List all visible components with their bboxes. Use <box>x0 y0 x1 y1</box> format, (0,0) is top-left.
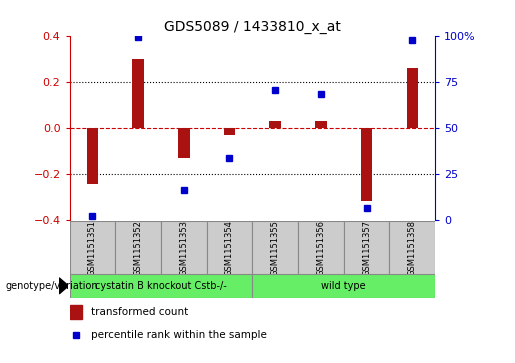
Text: GSM1151356: GSM1151356 <box>316 220 325 276</box>
Text: GSM1151355: GSM1151355 <box>271 220 280 276</box>
Text: GSM1151358: GSM1151358 <box>408 220 417 276</box>
Text: GSM1151351: GSM1151351 <box>88 220 97 276</box>
Text: GSM1151353: GSM1151353 <box>179 220 188 276</box>
Bar <box>269 121 281 128</box>
Bar <box>178 128 190 158</box>
Bar <box>207 221 252 274</box>
Text: GSM1151354: GSM1151354 <box>225 220 234 276</box>
Bar <box>115 221 161 274</box>
Text: GSM1151352: GSM1151352 <box>133 220 143 276</box>
Bar <box>407 68 418 128</box>
Bar <box>252 274 435 298</box>
Bar <box>70 221 115 274</box>
Bar <box>87 128 98 184</box>
Text: percentile rank within the sample: percentile rank within the sample <box>92 330 267 340</box>
Bar <box>315 121 327 128</box>
Text: cystatin B knockout Cstb-/-: cystatin B knockout Cstb-/- <box>95 281 227 291</box>
Polygon shape <box>59 278 68 294</box>
Bar <box>361 128 372 201</box>
Bar <box>389 221 435 274</box>
Bar <box>298 221 344 274</box>
Bar <box>224 128 235 135</box>
Bar <box>70 305 82 319</box>
Text: genotype/variation: genotype/variation <box>5 281 98 291</box>
Bar <box>344 221 389 274</box>
Bar <box>132 59 144 128</box>
Title: GDS5089 / 1433810_x_at: GDS5089 / 1433810_x_at <box>164 20 341 34</box>
Text: GSM1151357: GSM1151357 <box>362 220 371 276</box>
Bar <box>161 221 207 274</box>
Bar <box>252 221 298 274</box>
Bar <box>70 274 252 298</box>
Text: transformed count: transformed count <box>92 307 188 317</box>
Text: wild type: wild type <box>321 281 366 291</box>
